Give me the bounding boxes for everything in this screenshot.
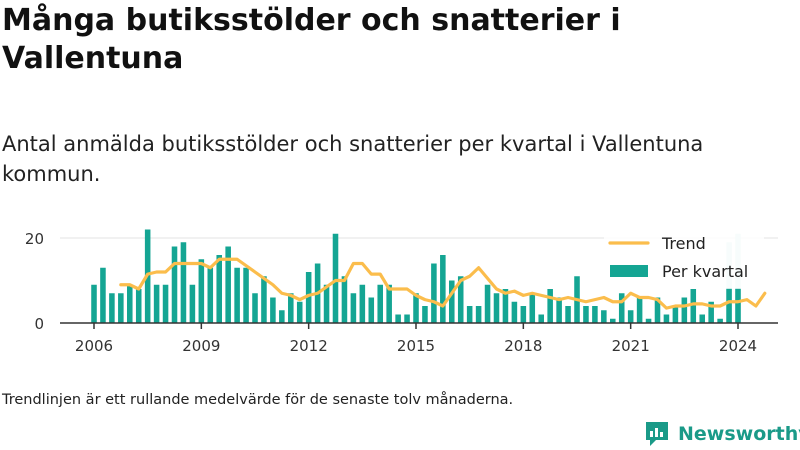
- chart-subtitle: Antal anmälda butiksstölder och snatteri…: [2, 132, 704, 186]
- bar: [91, 284, 97, 323]
- bar: [645, 318, 652, 323]
- bar: [162, 284, 169, 323]
- bar: [717, 318, 723, 323]
- legend-trend-label: Trend: [661, 234, 706, 253]
- legend-background: [604, 230, 764, 288]
- bar: [431, 263, 437, 323]
- y-tick-label-20: 20: [25, 230, 44, 248]
- bar: [654, 297, 661, 323]
- brand-name: Newsworthy: [678, 423, 800, 445]
- footnote: Trendlinjen är ett rullande medelvärde f…: [2, 392, 514, 408]
- bar: [681, 297, 688, 323]
- newsworthy-logo[interactable]: Newsworthy: [644, 418, 800, 450]
- newsworthy-logo-icon: [646, 422, 668, 446]
- bar: [207, 267, 214, 323]
- bar: [288, 293, 294, 323]
- bar: [368, 297, 375, 323]
- bar: [359, 284, 366, 323]
- bar: [377, 284, 383, 323]
- bar: [610, 318, 616, 323]
- bar-confirmed-part: [726, 289, 732, 323]
- bar: [225, 246, 231, 323]
- bar: [153, 284, 160, 323]
- x-axis: 2006 2009 2012 2015 2018 2021 2024: [75, 323, 757, 355]
- bar: [565, 306, 571, 323]
- bar: [270, 297, 276, 323]
- bar: [234, 267, 240, 323]
- bar: [171, 246, 178, 323]
- bar: [663, 314, 670, 323]
- bar: [601, 310, 607, 323]
- bar: [529, 293, 536, 323]
- bar: [592, 306, 598, 323]
- x-tick-label: 2012: [290, 337, 328, 355]
- chart-title: Många butiksstölder och snatterier i Val…: [2, 3, 621, 76]
- bar: [332, 233, 339, 323]
- chart: 20 0 2006 2009 2012 2015 2018 2021 2024 Trend …: [25, 229, 778, 355]
- bar: [118, 293, 124, 323]
- bar: [583, 306, 589, 323]
- bar: [243, 267, 249, 323]
- bar: [511, 301, 518, 323]
- bar: [216, 255, 222, 323]
- bar: [484, 284, 491, 323]
- bar: [404, 314, 410, 323]
- bar: [547, 289, 553, 323]
- legend-bars-swatch: [610, 265, 648, 277]
- x-tick-label: 2006: [75, 337, 113, 355]
- y-axis: 20 0: [25, 230, 44, 333]
- bar: [672, 306, 679, 323]
- bar: [279, 310, 285, 323]
- bar: [305, 272, 312, 323]
- bar: [341, 276, 348, 323]
- bar: [449, 280, 455, 323]
- bar: [100, 267, 106, 323]
- bar: [180, 242, 187, 323]
- x-tick-label: 2018: [504, 337, 542, 355]
- bar: [135, 289, 142, 323]
- bar-confirmed-part: [735, 289, 741, 323]
- bar: [502, 289, 509, 323]
- bar: [422, 306, 428, 323]
- bar: [493, 293, 500, 323]
- x-tick-label: 2021: [612, 337, 650, 355]
- bar: [127, 284, 133, 323]
- bar: [636, 297, 643, 323]
- bar: [296, 301, 303, 323]
- bar: [538, 314, 544, 323]
- bar: [627, 310, 634, 323]
- bar: [466, 306, 473, 323]
- bar: [440, 255, 446, 323]
- bar: [261, 276, 267, 323]
- bar-series: [91, 229, 741, 323]
- trend-line: [119, 257, 767, 310]
- bar: [413, 293, 419, 323]
- x-tick-label: 2015: [397, 337, 435, 355]
- bar: [109, 293, 115, 323]
- x-tick-label: 2024: [719, 337, 757, 355]
- bar: [708, 301, 714, 323]
- bar: [189, 284, 196, 323]
- bar: [386, 284, 392, 323]
- x-tick-label: 2009: [182, 337, 220, 355]
- bar: [618, 293, 625, 323]
- bar: [699, 314, 705, 323]
- bar: [475, 306, 482, 323]
- y-tick-label-0: 0: [34, 315, 44, 333]
- bar: [252, 293, 258, 323]
- legend-bars-label: Per kvartal: [662, 262, 748, 281]
- bar: [350, 293, 357, 323]
- bar: [395, 314, 401, 323]
- bar: [690, 289, 697, 323]
- bar: [520, 306, 527, 323]
- bar: [198, 259, 205, 323]
- bar: [457, 276, 464, 323]
- bar: [323, 284, 330, 323]
- legend: Trend Per kvartal: [604, 230, 764, 288]
- bar: [556, 297, 562, 323]
